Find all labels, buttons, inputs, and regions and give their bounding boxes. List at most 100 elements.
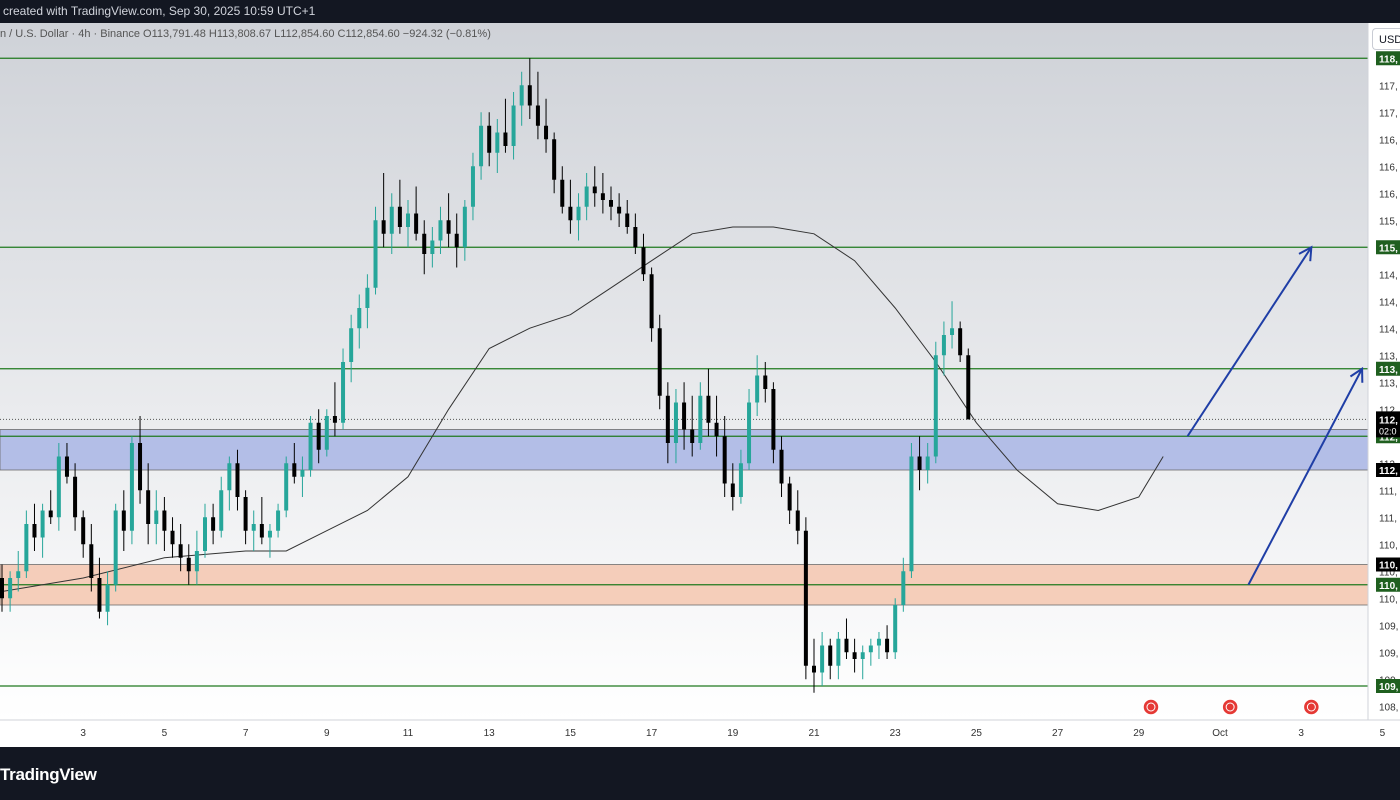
- candle-body-94: [763, 375, 768, 389]
- time-tick-label: 9: [324, 728, 330, 739]
- candle-body-89: [722, 436, 727, 484]
- price-tick-label: 116,: [1379, 189, 1398, 200]
- candle-body-65: [527, 85, 532, 106]
- level-label-bg-2: [1376, 361, 1400, 376]
- price-tick-label: 111,: [1379, 486, 1397, 497]
- candle-body-26: [211, 517, 216, 531]
- candle-body-46: [373, 220, 378, 288]
- candle-body-32: [259, 524, 264, 538]
- chart-area[interactable]: 118, 117, 117, 116, 116, 116, 115, 115, 114, 114,…: [0, 23, 1400, 747]
- candle-body-30: [243, 497, 248, 531]
- candle-body-108: [876, 638, 881, 646]
- candle-body-106: [860, 652, 865, 659]
- candle-body-10: [81, 517, 86, 545]
- candle-body-40: [324, 416, 329, 450]
- candle-body-9: [73, 476, 78, 518]
- candle-body-97: [787, 483, 792, 511]
- event-flag-icon-2[interactable]: [1302, 698, 1321, 716]
- price-tick-label: 113,: [1379, 378, 1398, 389]
- currency-button[interactable]: USD: [1372, 28, 1400, 50]
- level-label-5: 109,: [1379, 682, 1399, 693]
- candle-body-45: [365, 287, 370, 308]
- zone-label-bg-1: [1376, 557, 1400, 572]
- price-tick-label: 115,: [1379, 216, 1398, 227]
- candle-body-8: [64, 456, 69, 477]
- candle-body-6: [48, 510, 53, 518]
- candle-body-57: [462, 206, 467, 248]
- candle-body-116: [941, 335, 946, 356]
- time-tick-label: 5: [162, 728, 168, 739]
- candle-body-117: [950, 328, 955, 335]
- time-tick-label: 23: [890, 728, 902, 739]
- candle-body-109: [885, 638, 890, 653]
- level-label-2: 113,: [1379, 365, 1398, 376]
- candle-body-66: [535, 105, 540, 126]
- candle-body-114: [925, 456, 930, 470]
- price-tick-label: 114,: [1379, 270, 1398, 281]
- candle-body-76: [617, 206, 622, 214]
- zone-label-1: 110,: [1379, 561, 1398, 572]
- top-bar: created with TradingView.com, Sep 30, 20…: [0, 0, 1400, 23]
- price-tick-label: 109,: [1379, 621, 1398, 632]
- time-tick-label: 3: [1298, 728, 1304, 739]
- candle-body-3: [24, 524, 29, 572]
- candle-body-35: [284, 463, 289, 511]
- projection-arrowhead-0: [1298, 245, 1313, 262]
- candle-body-48: [389, 206, 394, 234]
- candle-body-59: [479, 125, 484, 167]
- footer: TradingView: [0, 747, 1400, 800]
- candle-body-84: [682, 402, 687, 430]
- candle-body-98: [795, 510, 800, 531]
- candle-body-5: [40, 510, 45, 538]
- price-tick-label: 114,: [1379, 324, 1398, 335]
- candle-body-2: [16, 571, 21, 578]
- level-label-4: 110,: [1379, 581, 1398, 592]
- level-label-bg-1: [1376, 240, 1400, 255]
- candle-body-12: [97, 578, 102, 612]
- candle-body-92: [747, 402, 752, 464]
- candle-body-13: [105, 584, 110, 612]
- candlestick-chart[interactable]: 118, 117, 117, 116, 116, 116, 115, 115, 114, 114,…: [0, 23, 1400, 747]
- price-tick-label: 114,: [1379, 297, 1398, 308]
- level-label-1: 115,: [1379, 243, 1398, 254]
- price-tick-label: 109,: [1379, 648, 1398, 659]
- candle-body-112: [909, 456, 914, 572]
- projection-arrow-1: [1247, 368, 1363, 586]
- candle-body-73: [592, 186, 597, 194]
- candle-body-25: [203, 517, 207, 551]
- event-flag-icon-0[interactable]: [1142, 698, 1160, 716]
- level-label-3: 112,: [1379, 432, 1398, 443]
- candle-body-50: [406, 213, 410, 227]
- candle-body-64: [519, 85, 524, 106]
- candle-body-113: [917, 456, 922, 470]
- candle-body-11: [89, 544, 94, 578]
- candle-body-88: [714, 422, 719, 437]
- event-flag-icon-inner-0: [1146, 702, 1156, 712]
- candle-body-53: [430, 240, 435, 254]
- symbol-info: n / U.S. Dollar · 4h · Binance O113,791.…: [0, 28, 491, 40]
- candle-body-71: [576, 206, 581, 221]
- time-tick-label: 13: [484, 728, 496, 739]
- level-label-0: 118,: [1379, 54, 1398, 65]
- moving-average-line: [1, 226, 1164, 592]
- candle-body-34: [276, 510, 281, 531]
- candle-body-77: [625, 213, 630, 227]
- candle-body-20: [162, 510, 167, 531]
- candle-body-47: [381, 220, 386, 234]
- candle-body-110: [893, 605, 898, 653]
- projection-arrow-0: [1186, 246, 1313, 437]
- time-tick-label: 7: [243, 728, 249, 739]
- candle-body-67: [544, 125, 549, 140]
- candle-body-101: [820, 645, 825, 673]
- candle-body-16: [129, 443, 134, 531]
- event-flag-icon-inner-2: [1306, 702, 1316, 712]
- candle-body-36: [292, 463, 297, 477]
- zone-label-0: 112,: [1379, 466, 1398, 477]
- candle-body-87: [706, 395, 711, 423]
- candle-body-103: [836, 638, 841, 666]
- event-flag-icon-1[interactable]: [1221, 698, 1239, 716]
- candle-body-60: [487, 125, 492, 153]
- candle-body-86: [698, 395, 703, 443]
- candle-body-93: [755, 375, 760, 403]
- candle-body-105: [852, 652, 857, 659]
